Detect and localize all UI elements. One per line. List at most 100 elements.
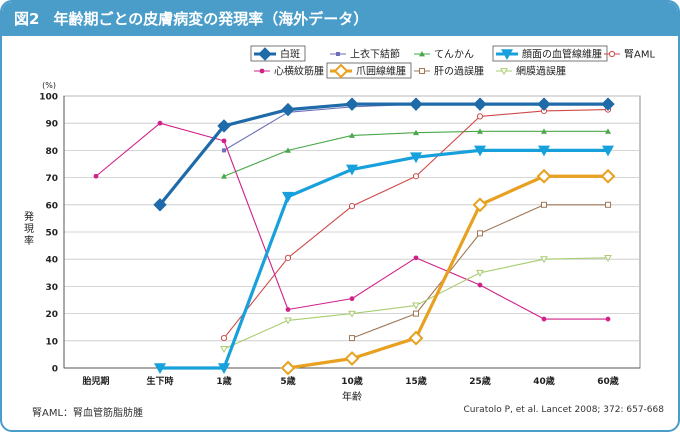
x-tick-label: 25歳 — [469, 375, 491, 387]
y-tick-label: 0 — [52, 365, 58, 375]
data-point — [537, 97, 551, 111]
data-point — [93, 173, 99, 179]
data-point — [280, 360, 296, 376]
data-point — [473, 97, 487, 111]
legend-label: 心横紋筋腫 — [274, 65, 324, 78]
y-axis-label: 発現率 — [24, 210, 34, 247]
data-point — [541, 128, 547, 134]
legend-marker — [501, 49, 513, 60]
data-point — [218, 363, 230, 374]
data-point — [477, 282, 483, 288]
y-tick-label: 20 — [45, 310, 58, 320]
data-point — [349, 132, 355, 138]
source-citation: Curatolo P, et al. Lancet 2008; 372: 657… — [463, 405, 664, 415]
data-point — [344, 351, 360, 366]
legend-label: 爪囲線維腫 — [356, 65, 406, 78]
data-point — [602, 145, 614, 157]
data-point — [157, 120, 163, 126]
data-point — [408, 330, 424, 346]
y-tick-label: 40 — [45, 256, 58, 266]
data-point — [154, 363, 166, 374]
data-point — [285, 307, 291, 312]
data-point — [412, 302, 420, 310]
y-tick-label: 30 — [45, 283, 58, 293]
legend-marker — [258, 47, 272, 61]
x-axis-label: 年齢 — [342, 390, 362, 403]
legend-label: 顔面の血管線維腫 — [522, 48, 602, 61]
data-point — [474, 145, 486, 157]
y-tick-label: 100 — [39, 93, 58, 103]
data-point — [605, 128, 611, 134]
x-tick-label: 15歳 — [405, 375, 427, 387]
data-point — [413, 310, 419, 317]
data-point — [536, 168, 552, 184]
legend-marker — [419, 51, 425, 57]
data-point — [410, 152, 422, 164]
legend-label: 肝の過誤腫 — [434, 65, 484, 78]
data-point — [220, 346, 228, 353]
figure-number: 図2 — [14, 10, 40, 28]
legend-label: 網膜過誤腫 — [516, 65, 566, 78]
data-point — [472, 197, 488, 213]
y-unit-label: (%) — [42, 81, 56, 90]
data-point — [220, 334, 228, 342]
x-tick-label: 60歳 — [597, 375, 619, 387]
data-point — [538, 145, 550, 157]
data-point — [412, 173, 420, 180]
legend-label: 腎AML — [624, 49, 655, 61]
data-point — [476, 269, 484, 277]
legend-label: 上衣下結節 — [350, 48, 400, 61]
data-point — [477, 128, 483, 134]
data-point — [221, 138, 227, 144]
data-point — [409, 97, 423, 111]
data-point — [413, 255, 419, 261]
data-point — [221, 173, 227, 179]
y-tick-label: 70 — [45, 174, 58, 184]
data-point — [413, 129, 419, 136]
data-point — [349, 296, 355, 302]
figure-title-text: 年齢期ごとの皮膚病変の発現率（海外データ） — [53, 10, 369, 28]
y-tick-label: 80 — [45, 147, 58, 157]
data-point — [349, 335, 355, 342]
y-tick-label: 90 — [45, 120, 58, 130]
legend-marker — [333, 63, 349, 79]
figure-header: 図2 年齢期ごとの皮膚病変の発現率（海外データ） — [2, 2, 678, 36]
data-point — [540, 256, 548, 264]
legend-box — [326, 62, 412, 79]
y-tick-label: 10 — [45, 337, 58, 347]
data-point — [600, 168, 616, 184]
data-point — [282, 191, 294, 203]
y-tick-label: 50 — [45, 229, 58, 239]
data-point — [477, 230, 483, 237]
data-point — [284, 317, 292, 325]
legend-marker — [500, 68, 508, 76]
data-point — [476, 113, 484, 120]
data-point — [281, 102, 295, 117]
data-point — [348, 203, 356, 210]
footnote: 腎AML：腎血管筋脂肪腫 — [32, 408, 144, 419]
x-tick-label: 10歳 — [341, 375, 363, 387]
data-point — [605, 316, 611, 322]
data-point — [346, 164, 358, 176]
data-point — [605, 201, 611, 208]
data-point — [285, 147, 291, 153]
x-tick-label: 1歳 — [216, 375, 231, 387]
series-line — [160, 148, 608, 370]
data-point — [541, 316, 547, 322]
legend-marker — [336, 52, 340, 56]
data-point — [217, 119, 231, 133]
data-point — [601, 97, 615, 111]
data-point — [348, 310, 356, 318]
series-line — [287, 174, 608, 370]
series-line — [158, 102, 608, 206]
data-point — [153, 198, 167, 212]
legend-label: てんかん — [434, 49, 474, 61]
data-point — [541, 201, 547, 208]
data-point — [222, 148, 226, 153]
y-tick-label: 60 — [45, 201, 58, 211]
data-point — [604, 254, 612, 262]
data-point — [345, 97, 359, 111]
data-point — [284, 254, 292, 261]
